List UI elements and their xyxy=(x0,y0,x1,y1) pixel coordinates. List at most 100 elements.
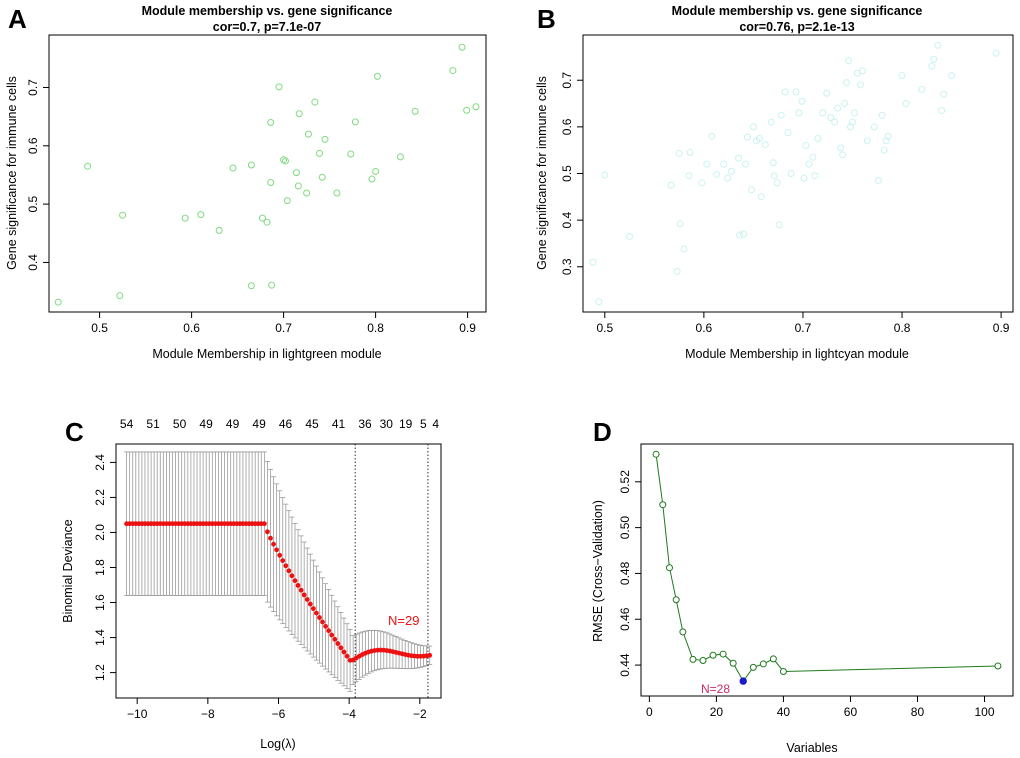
x-tick-label: −6 xyxy=(272,707,286,721)
x-tick-label: −10 xyxy=(127,707,148,721)
x-tick-label: 0.6 xyxy=(696,321,713,335)
x-tick-label: 80 xyxy=(911,705,925,719)
scatter-point xyxy=(675,149,683,157)
scatter-point xyxy=(878,111,886,119)
rmse-line xyxy=(655,454,998,683)
x-tick-label: 0.5 xyxy=(596,321,613,335)
scatter-point xyxy=(229,164,237,172)
rmse-point xyxy=(689,655,697,663)
panel-b-y-axis-label: Gene significance for immune cells xyxy=(535,76,549,270)
top-axis-label: 46 xyxy=(279,417,293,431)
scatter-point xyxy=(767,118,775,126)
deviance-point xyxy=(283,563,289,569)
panel-c-y-ticks: 1.2 1.4 1.6 1.8 2.0 2.2 2.4 xyxy=(93,454,116,681)
scatter-point xyxy=(215,226,223,234)
scatter-point xyxy=(874,176,882,184)
panel-d-plot-box xyxy=(640,443,1014,697)
scatter-point xyxy=(755,135,763,143)
scatter-point xyxy=(837,144,845,152)
scatter-point xyxy=(119,211,127,219)
scatter-point xyxy=(757,193,765,201)
scatter-point xyxy=(792,88,800,96)
deviance-point xyxy=(265,529,270,535)
panel-c-x-axis-label: Log(λ) xyxy=(260,737,295,751)
top-axis-label: 49 xyxy=(226,417,240,431)
y-tick-label: 0.7 xyxy=(560,72,574,89)
rmse-point xyxy=(749,663,757,671)
y-tick-label: 2.2 xyxy=(93,489,107,506)
panel-c-plot-box xyxy=(115,443,442,699)
x-tick-label: 0 xyxy=(646,705,653,719)
rmse-point xyxy=(719,650,727,658)
scatter-point xyxy=(292,169,300,177)
top-axis-label: 54 xyxy=(120,417,134,431)
scatter-point xyxy=(686,149,694,157)
scatter-point xyxy=(795,109,803,117)
scatter-point xyxy=(918,86,926,94)
top-axis-label: 50 xyxy=(173,417,187,431)
scatter-point xyxy=(882,137,890,145)
panel-d-y-axis-label: RMSE (Cross−Validation) xyxy=(591,500,605,642)
panel-a-title: Module membership vs. gene significance xyxy=(142,4,393,18)
y-tick-label: 0.4 xyxy=(560,211,574,228)
panel-b-x-ticks: 0.5 0.6 0.7 0.8 0.9 xyxy=(596,312,1010,335)
scatter-point xyxy=(741,160,749,168)
scatter-point xyxy=(814,135,822,143)
y-tick-label: 2.0 xyxy=(93,524,107,541)
scatter-point xyxy=(626,232,634,240)
scatter-point xyxy=(472,103,480,111)
scatter-point xyxy=(247,282,255,290)
scatter-point xyxy=(333,189,341,197)
scatter-point xyxy=(845,57,853,65)
deviance-point xyxy=(271,541,276,547)
x-tick-label: 0.7 xyxy=(275,321,292,335)
x-tick-label: 0.9 xyxy=(993,321,1010,335)
scatter-point xyxy=(743,133,751,141)
panel-b-subtitle: cor=0.76, p=2.1e-13 xyxy=(739,20,854,34)
top-axis-label: 49 xyxy=(252,417,266,431)
panel-d-y-ticks: 0.44 0.46 0.48 0.50 0.52 xyxy=(618,470,641,677)
scatter-point xyxy=(281,157,289,165)
deviance-point xyxy=(280,558,286,563)
scatter-point xyxy=(781,88,789,96)
y-tick-label: 0.52 xyxy=(618,470,632,494)
scatter-point xyxy=(295,110,303,118)
rmse-point xyxy=(994,662,1002,670)
scatter-point xyxy=(197,211,205,219)
panel-c-error-bars xyxy=(124,451,433,692)
scatter-point xyxy=(770,172,778,180)
scatter-point xyxy=(863,137,871,145)
top-axis-label: 51 xyxy=(146,417,160,431)
scatter-point xyxy=(827,114,835,122)
scatter-point xyxy=(347,150,355,158)
scatter-point xyxy=(775,221,783,229)
panel-b-x-axis-label: Module Membership in lightcyan module xyxy=(685,347,909,361)
deviance-point xyxy=(274,547,280,553)
rmse-point xyxy=(652,450,660,458)
top-axis-label: 30 xyxy=(380,417,394,431)
scatter-point xyxy=(315,149,323,157)
scatter-point xyxy=(396,153,404,161)
x-tick-label: 100 xyxy=(974,705,994,719)
panel-a-x-axis-label: Module Membership in lightgreen module xyxy=(152,347,381,361)
panel-letter-c: C xyxy=(65,417,84,447)
y-tick-label: 1.8 xyxy=(93,559,107,576)
scatter-point xyxy=(773,179,781,187)
scatter-point xyxy=(685,172,693,180)
top-axis-label: 5 xyxy=(420,417,427,431)
x-tick-label: 20 xyxy=(710,705,724,719)
top-axis-label: 4 xyxy=(432,417,439,431)
scatter-point xyxy=(841,100,849,108)
scatter-point xyxy=(747,186,755,194)
rmse-point xyxy=(759,660,767,668)
scatter-point xyxy=(411,107,419,115)
scatter-point xyxy=(116,292,124,300)
panel-a-y-ticks: 0.4 0.5 0.6 0.7 xyxy=(26,79,49,271)
y-tick-label: 0.7 xyxy=(26,79,40,96)
scatter-point xyxy=(321,135,329,143)
scatter-point xyxy=(728,167,736,175)
scatter-point xyxy=(247,161,255,169)
panel-b-points xyxy=(589,41,1000,306)
deviance-point xyxy=(335,641,341,646)
deviance-point xyxy=(326,628,332,634)
